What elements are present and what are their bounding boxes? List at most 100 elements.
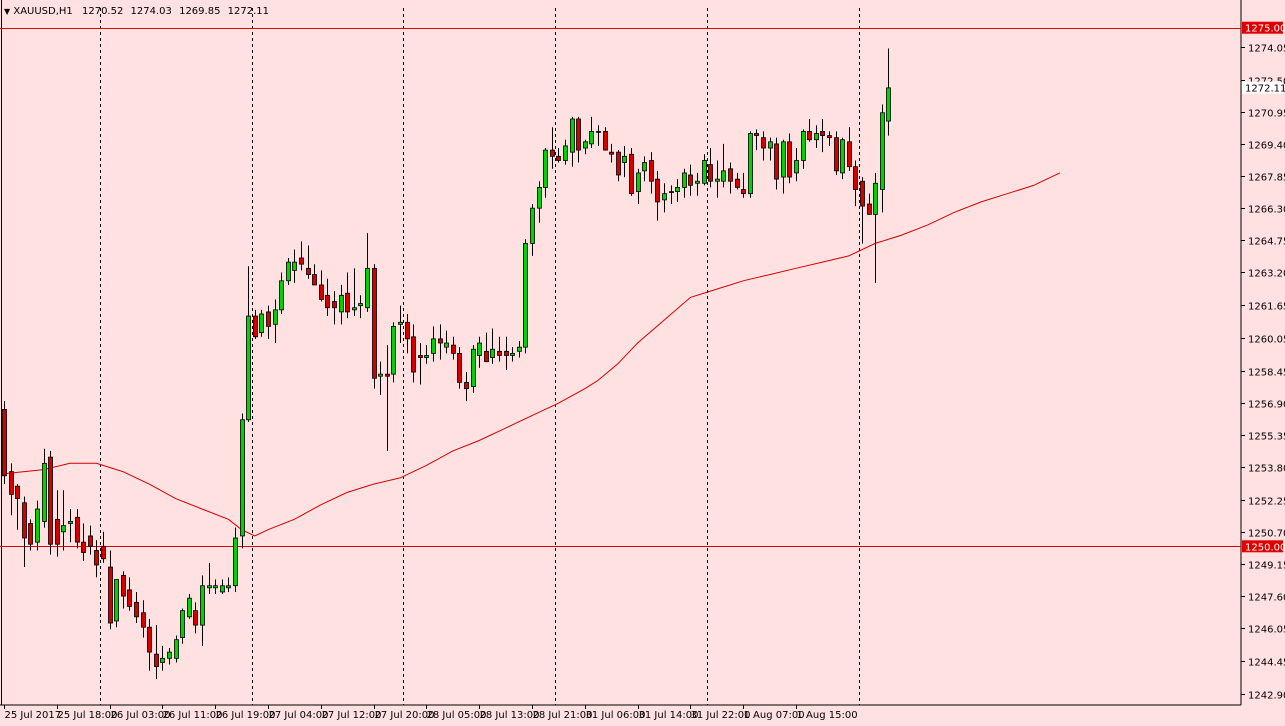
current-price-tag-label: 1272.11 — [1245, 84, 1285, 95]
candle-body — [774, 143, 779, 180]
candle-body — [259, 313, 264, 334]
candle-body — [68, 521, 73, 524]
candle-body — [213, 585, 218, 589]
candle-body — [682, 172, 687, 188]
candle-body — [75, 516, 80, 543]
candle-body — [471, 348, 476, 387]
candle-body — [636, 172, 641, 192]
x-tick-label: 28 Jul 21:00 — [533, 710, 593, 721]
candle-body — [794, 160, 799, 174]
candle-body — [754, 133, 759, 136]
y-tick-label: 1253.80 — [1248, 464, 1285, 475]
candle-body — [847, 141, 852, 168]
x-tick-label: 28 Jul 13:00 — [480, 710, 540, 721]
candle-body — [101, 545, 106, 560]
symbol-label: XAUUSD,H1 — [13, 6, 73, 17]
x-tick-label: 26 Jul 19:00 — [216, 710, 276, 721]
x-tick-label: 25 Jul 18:00 — [58, 710, 118, 721]
candle-body — [187, 597, 192, 618]
y-tick-label: 1260.05 — [1248, 335, 1285, 346]
level-price-tag-label: 1275.00 — [1245, 24, 1285, 35]
chart-header: ▼ XAUUSD,H1 1270.52 1274.03 1269.85 1272… — [4, 6, 273, 17]
candle-body — [735, 178, 740, 188]
candle-body — [240, 419, 245, 537]
y-tick-label: 1269.40 — [1248, 141, 1285, 152]
candle-body — [834, 137, 839, 172]
y-tick-label: 1264.75 — [1248, 237, 1285, 248]
y-tick-label: 1256.90 — [1248, 400, 1285, 411]
candle-body — [48, 456, 53, 545]
candle-body — [444, 342, 449, 348]
x-tick-label: 27 Jul 20:00 — [375, 710, 435, 721]
candle-body — [233, 537, 238, 587]
candle-body — [339, 294, 344, 313]
candle-body — [42, 462, 47, 522]
x-tick-label: 25 Jul 2017 — [5, 710, 62, 721]
candle-body — [655, 178, 660, 203]
candle-body — [246, 315, 251, 421]
x-tick-label: 26 Jul 03:00 — [111, 710, 171, 721]
candle-body — [94, 550, 99, 566]
high-value: 1274.03 — [130, 6, 172, 17]
candle-body — [141, 612, 146, 628]
y-tick-label: 1250.70 — [1248, 529, 1285, 540]
candle-body — [451, 344, 456, 354]
candle-body — [886, 87, 891, 122]
candle-body — [820, 131, 825, 136]
candle-body — [167, 651, 172, 659]
candle-body — [378, 373, 383, 377]
candle-body — [589, 131, 594, 145]
x-tick-label: 1 Aug 15:00 — [797, 710, 858, 721]
candle-body — [477, 342, 482, 356]
candle-body — [424, 355, 429, 358]
y-tick-label: 1266.30 — [1248, 205, 1285, 216]
candle-body — [543, 149, 548, 188]
y-tick-label: 1270.95 — [1248, 109, 1285, 120]
candle-body — [695, 180, 700, 184]
y-tick-label: 1267.85 — [1248, 173, 1285, 184]
level-price-tag-bg — [1242, 540, 1283, 553]
candle-body — [649, 160, 654, 182]
candle-body — [61, 525, 66, 533]
candle-body — [702, 160, 707, 184]
candle-body — [385, 373, 390, 377]
candle-body — [583, 141, 588, 149]
candle-body — [15, 485, 20, 499]
candle-body — [193, 610, 198, 626]
candle-body — [510, 352, 515, 356]
candle-body — [609, 151, 614, 155]
candle-body — [279, 280, 284, 311]
candle-body — [570, 118, 575, 153]
candle-body — [596, 131, 601, 133]
candle-body — [418, 355, 423, 358]
candle-body — [358, 303, 363, 307]
y-tick-label: 1252.25 — [1248, 497, 1285, 508]
candle-body — [728, 168, 733, 182]
candle-body — [537, 187, 542, 209]
candle-body — [2, 408, 7, 477]
candle-body — [411, 336, 416, 373]
candle-body — [721, 170, 726, 182]
x-tick-label: 27 Jul 04:00 — [269, 710, 329, 721]
candle-body — [220, 585, 225, 593]
candle-body — [550, 149, 555, 157]
candle-body — [180, 610, 185, 638]
candle-body — [174, 639, 179, 659]
candle-body — [266, 311, 271, 327]
candle-body — [860, 180, 865, 207]
dropdown-triangle-icon[interactable]: ▼ — [4, 7, 11, 16]
candle-body — [781, 141, 786, 178]
candle-body — [642, 162, 647, 172]
candle-body — [629, 153, 634, 195]
candle-body — [490, 348, 495, 358]
candle-body — [160, 657, 165, 663]
candle-body — [207, 585, 212, 589]
candle-body — [741, 189, 746, 195]
candle-body — [81, 541, 86, 553]
moving-average-line — [3, 172, 1061, 537]
candle-body — [127, 589, 132, 607]
candle-body — [801, 131, 806, 161]
